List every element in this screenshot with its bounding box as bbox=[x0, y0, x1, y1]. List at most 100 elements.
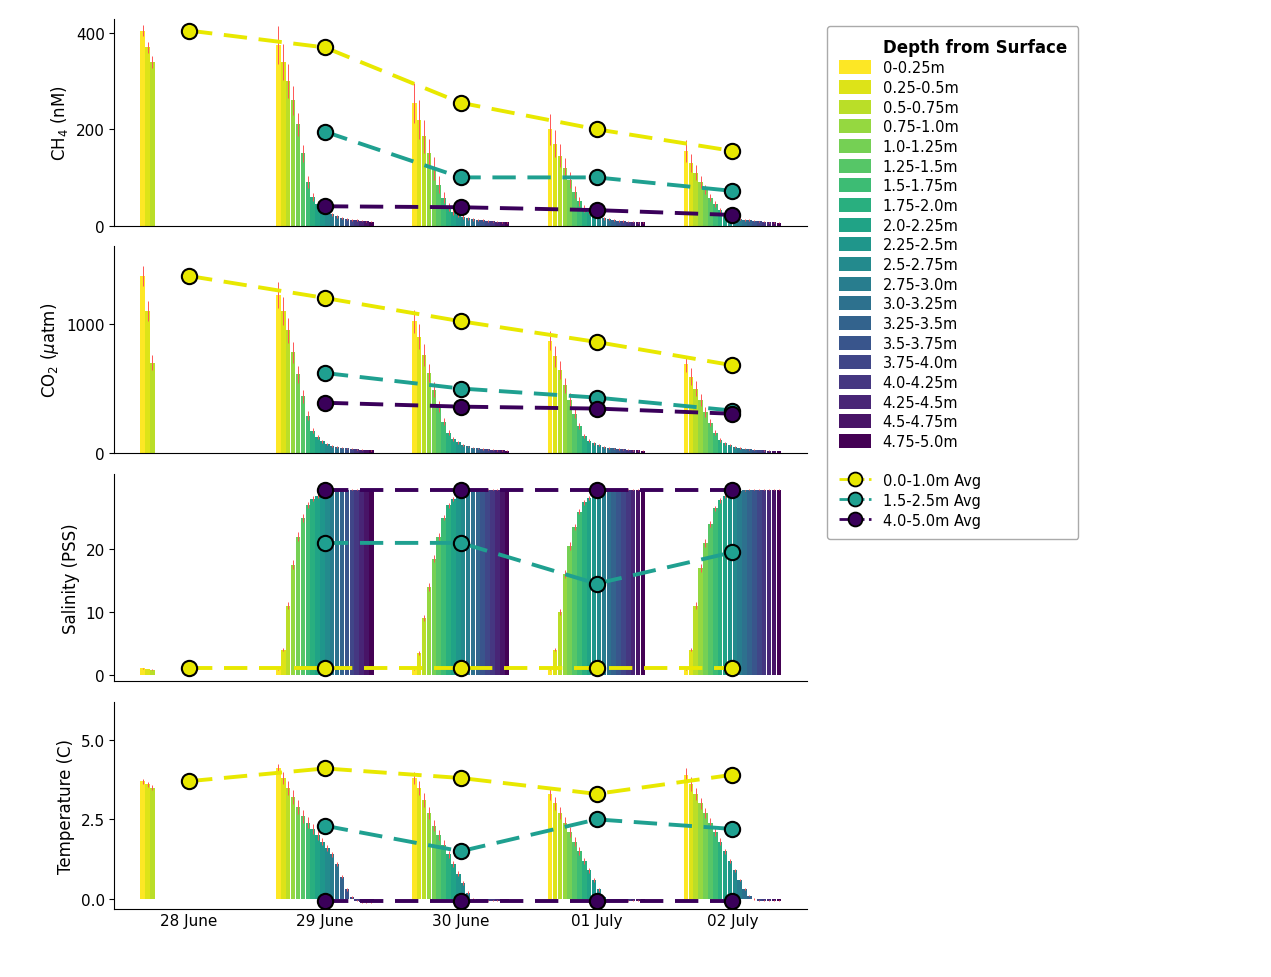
Bar bbox=[325, 492, 329, 675]
Bar bbox=[732, 447, 737, 453]
Bar bbox=[611, 449, 616, 453]
Bar bbox=[713, 205, 718, 227]
Bar bbox=[365, 222, 369, 227]
Bar bbox=[427, 154, 431, 227]
Bar bbox=[344, 889, 350, 899]
Bar bbox=[320, 209, 324, 227]
Bar bbox=[592, 216, 596, 227]
Bar bbox=[636, 223, 641, 227]
Bar bbox=[548, 130, 553, 227]
Bar bbox=[708, 525, 713, 675]
Bar bbox=[723, 214, 727, 227]
Bar bbox=[718, 501, 722, 675]
Bar bbox=[606, 448, 611, 453]
Bar bbox=[466, 893, 470, 899]
Bar bbox=[355, 449, 358, 453]
Bar bbox=[330, 446, 334, 453]
Bar bbox=[305, 183, 310, 227]
Bar bbox=[276, 46, 281, 227]
Bar bbox=[451, 213, 455, 227]
Bar bbox=[296, 807, 300, 899]
Bar bbox=[577, 851, 582, 899]
Bar bbox=[567, 401, 572, 453]
Bar bbox=[563, 574, 567, 675]
Bar bbox=[296, 375, 300, 453]
Bar bbox=[466, 492, 470, 675]
Bar bbox=[470, 220, 475, 227]
Y-axis label: CH$_4$ (nM): CH$_4$ (nM) bbox=[50, 85, 70, 161]
Bar bbox=[417, 653, 422, 675]
Bar bbox=[689, 650, 693, 675]
Bar bbox=[480, 221, 486, 227]
Bar bbox=[451, 499, 455, 675]
Bar bbox=[577, 427, 582, 453]
Bar bbox=[456, 873, 460, 899]
Bar bbox=[587, 442, 591, 453]
Bar bbox=[592, 880, 596, 899]
Bar bbox=[713, 832, 718, 899]
Bar bbox=[427, 373, 431, 453]
Bar bbox=[412, 322, 417, 453]
Bar bbox=[339, 219, 344, 227]
Bar bbox=[310, 431, 315, 453]
Bar bbox=[601, 447, 606, 453]
Bar bbox=[689, 377, 693, 453]
Bar bbox=[355, 899, 358, 901]
Bar bbox=[577, 202, 582, 227]
Bar bbox=[684, 364, 688, 453]
Bar bbox=[592, 444, 596, 453]
Bar bbox=[140, 31, 145, 227]
Bar bbox=[558, 156, 562, 227]
Bar bbox=[432, 826, 436, 899]
Bar bbox=[694, 606, 698, 675]
Bar bbox=[315, 204, 320, 227]
Bar bbox=[771, 490, 777, 675]
Bar bbox=[475, 899, 480, 901]
Bar bbox=[713, 433, 718, 453]
Bar bbox=[446, 208, 451, 227]
Bar bbox=[441, 845, 446, 899]
Bar bbox=[641, 223, 646, 227]
Bar bbox=[150, 787, 155, 899]
Bar bbox=[432, 170, 436, 227]
Bar bbox=[752, 490, 756, 675]
Bar bbox=[752, 222, 756, 227]
Bar bbox=[500, 451, 505, 453]
Bar bbox=[330, 215, 334, 227]
Bar bbox=[470, 491, 475, 675]
Bar bbox=[360, 490, 364, 675]
Bar bbox=[365, 899, 369, 902]
Bar bbox=[461, 493, 465, 675]
Bar bbox=[365, 450, 369, 453]
Bar bbox=[627, 223, 630, 227]
Bar bbox=[461, 218, 465, 227]
Bar bbox=[758, 899, 761, 901]
Bar bbox=[145, 669, 150, 675]
Bar bbox=[475, 221, 480, 227]
Bar bbox=[627, 899, 630, 901]
Bar bbox=[291, 102, 295, 227]
Bar bbox=[301, 154, 305, 227]
Bar bbox=[567, 546, 572, 675]
Bar bbox=[587, 498, 591, 675]
Bar bbox=[630, 490, 636, 675]
Bar bbox=[150, 363, 155, 453]
Bar bbox=[369, 899, 374, 902]
Bar bbox=[350, 221, 355, 227]
Bar bbox=[505, 451, 510, 453]
Bar bbox=[286, 331, 291, 453]
Bar bbox=[777, 224, 782, 227]
Bar bbox=[684, 151, 688, 227]
Bar bbox=[766, 899, 771, 901]
Bar bbox=[412, 779, 417, 899]
Bar bbox=[480, 449, 486, 453]
Bar bbox=[592, 495, 596, 675]
Bar bbox=[301, 397, 305, 453]
Bar bbox=[636, 490, 641, 675]
Bar bbox=[360, 222, 364, 227]
Bar bbox=[606, 491, 611, 675]
Bar bbox=[641, 899, 646, 901]
Bar bbox=[505, 223, 510, 227]
Bar bbox=[350, 490, 355, 675]
Bar bbox=[630, 223, 636, 227]
